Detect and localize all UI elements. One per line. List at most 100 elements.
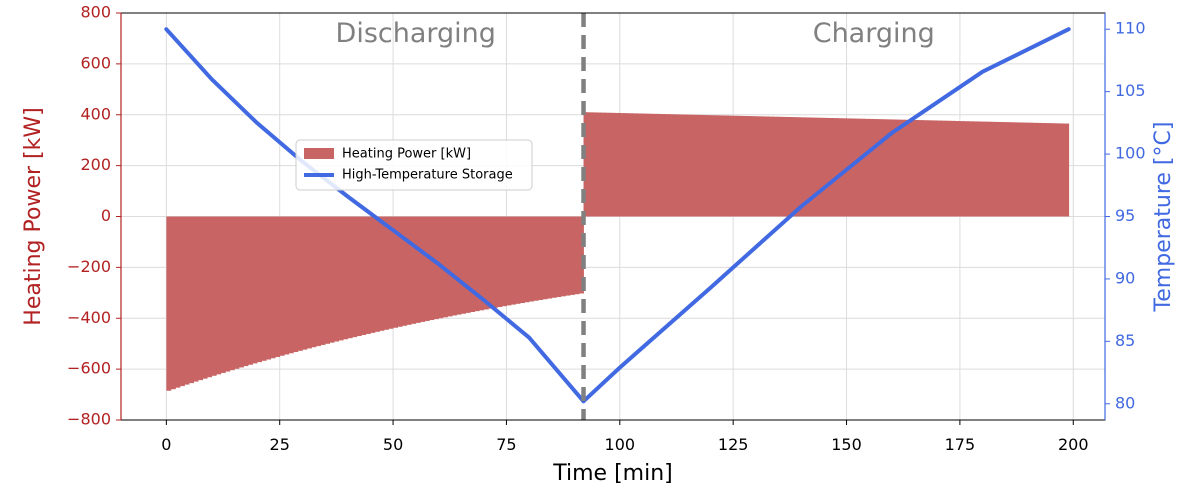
heating-power-bar: [166, 216, 172, 391]
heating-power-bar: [583, 112, 589, 217]
heating-power-bar: [814, 117, 820, 217]
heating-power-bar: [379, 216, 385, 331]
heating-power-bar: [461, 216, 467, 314]
heating-power-bar: [610, 112, 616, 217]
heating-power-bar: [910, 119, 915, 217]
heating-power-bar: [615, 112, 621, 217]
heating-power-bar: [402, 216, 408, 326]
heating-power-bar: [506, 216, 512, 306]
heating-power-bar: [452, 216, 457, 316]
heating-power-bar: [692, 114, 698, 217]
heating-power-bar: [896, 119, 902, 217]
heating-power-bar: [551, 216, 557, 298]
heating-power-bar: [656, 113, 662, 217]
heating-power-bar: [320, 216, 326, 345]
heating-power-bar: [606, 112, 612, 217]
heating-power-bar: [234, 216, 240, 369]
x-tick-label: 175: [945, 435, 976, 454]
heating-power-bar: [733, 115, 739, 217]
right-tick-label: 85: [1115, 331, 1135, 350]
heating-power-bar: [783, 116, 788, 217]
heating-power-bar: [919, 120, 925, 217]
heating-power-bar: [479, 216, 485, 311]
heating-power-bar: [796, 117, 802, 217]
heating-power-bar: [987, 121, 993, 217]
heating-power-bar: [225, 216, 231, 372]
x-axis-label: Time [min]: [552, 461, 673, 486]
heating-power-bar: [315, 216, 321, 347]
heating-power-bar: [823, 117, 829, 217]
heating-power-bar: [216, 216, 222, 375]
right-tick-label: 100: [1115, 144, 1146, 163]
heating-power-bar: [243, 216, 249, 367]
heating-power-bar: [923, 120, 929, 217]
heating-power-bar: [374, 216, 380, 332]
heating-power-bar: [982, 121, 988, 217]
heating-power-bar: [964, 121, 970, 217]
heating-power-bar: [447, 216, 453, 317]
heating-power-bar: [474, 216, 480, 312]
heating-power-bar: [420, 216, 426, 322]
left-tick-label: −600: [67, 359, 111, 378]
heating-power-bar: [955, 120, 961, 217]
heating-power-bar: [325, 216, 330, 344]
heating-power-bar: [266, 216, 272, 360]
heating-power-bar: [760, 116, 766, 217]
heating-power-bar: [465, 216, 471, 313]
heating-power-bar: [229, 216, 235, 371]
heating-power-bar: [637, 113, 643, 217]
heating-power-bar: [501, 216, 507, 307]
heating-power-bar: [542, 216, 548, 300]
left-tick-label: −800: [67, 410, 111, 429]
legend-label-temperature: High-Temperature Storage: [342, 168, 513, 183]
heating-power-bar: [270, 216, 276, 359]
heating-power-bar: [311, 216, 317, 348]
heating-power-bar: [941, 120, 947, 217]
heating-power-bar: [1050, 123, 1056, 217]
heating-power-bars: [166, 112, 1070, 391]
left-tick-label: −200: [67, 257, 111, 276]
heating-power-bar: [565, 216, 571, 296]
heating-power-bar: [891, 119, 897, 217]
heating-power-bar: [1046, 123, 1051, 217]
legend-box: [295, 139, 533, 191]
heating-power-bar: [220, 216, 226, 373]
heating-power-bar: [950, 120, 956, 217]
heating-power-bar: [601, 112, 607, 217]
right-tick-label: 110: [1115, 19, 1146, 38]
heating-power-bar: [665, 114, 671, 217]
heating-power-bar: [569, 216, 575, 295]
heating-power-bar: [887, 119, 893, 217]
heating-power-bar: [851, 118, 856, 217]
left-tick-label: −400: [67, 308, 111, 327]
heating-power-bar: [996, 121, 1002, 217]
heating-power-bar: [175, 216, 181, 388]
heating-power-bar: [456, 216, 462, 315]
heating-power-bar: [882, 119, 888, 217]
heating-power-bar: [429, 216, 435, 321]
heating-power-bar: [873, 119, 879, 217]
heating-power-bar: [728, 115, 734, 217]
heating-power-bar: [905, 119, 911, 217]
x-tick-label: 0: [161, 435, 171, 454]
heating-power-bar: [352, 216, 358, 338]
left-tick-label: 400: [80, 104, 111, 123]
heating-power-bar: [900, 119, 906, 217]
heating-power-bar: [619, 113, 625, 217]
legend-label-heating-power: Heating Power [kW]: [342, 147, 471, 162]
heating-power-bar: [397, 216, 403, 327]
heating-power-bar: [1059, 123, 1065, 217]
heating-power-bar: [406, 216, 412, 325]
heating-power-bar: [202, 216, 208, 379]
heating-power-bar: [642, 113, 648, 217]
heating-power-bar: [588, 112, 593, 217]
heating-power-bar: [705, 115, 711, 217]
heating-power-bar: [674, 114, 680, 217]
heating-power-bar: [1032, 122, 1038, 217]
heating-power-bar: [932, 120, 938, 217]
heating-power-bar: [710, 115, 716, 217]
heating-power-bar: [1036, 122, 1042, 217]
heating-power-bar: [719, 115, 725, 217]
heating-power-bar: [914, 120, 920, 217]
